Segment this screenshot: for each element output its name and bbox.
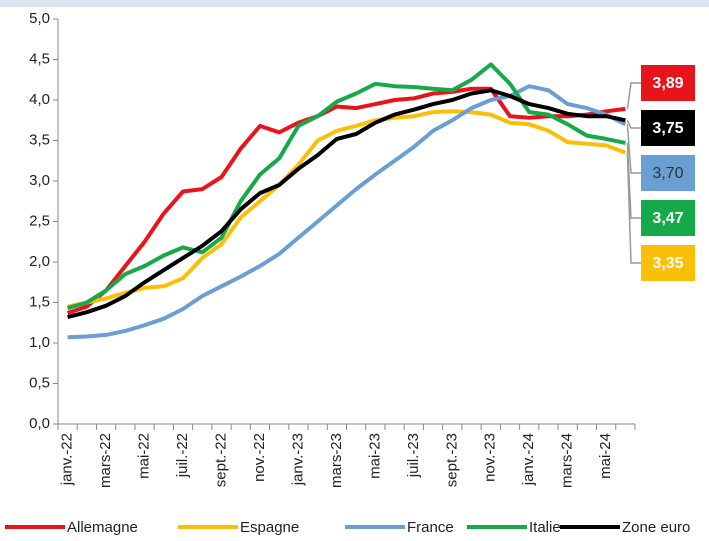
value-label: 3,75 bbox=[652, 120, 683, 137]
value-box bbox=[641, 155, 695, 191]
value-label: 3,89 bbox=[652, 75, 683, 92]
x-tick-label: mars-22 bbox=[97, 433, 114, 488]
legend-label: Italie bbox=[529, 519, 561, 536]
y-tick-label: 4,0 bbox=[29, 91, 50, 108]
y-tick-label: 0,5 bbox=[29, 374, 50, 391]
y-tick-label: 4,5 bbox=[29, 50, 50, 67]
legend-label: Zone euro bbox=[622, 519, 690, 536]
series-line bbox=[67, 62, 626, 311]
top-band bbox=[0, 0, 709, 7]
value-box bbox=[641, 245, 695, 281]
value-label: 3,35 bbox=[652, 255, 683, 272]
y-tick-label: 5,0 bbox=[29, 10, 50, 27]
y-tick-label: 1,5 bbox=[29, 293, 50, 310]
legend-label: Allemagne bbox=[67, 519, 138, 536]
y-tick-label: 1,0 bbox=[29, 334, 50, 351]
series-line bbox=[67, 84, 627, 340]
x-tick-label: juil.-22 bbox=[174, 433, 191, 478]
y-tick-label: 0,0 bbox=[29, 415, 50, 432]
value-box bbox=[641, 110, 695, 146]
x-tick-label: mai-23 bbox=[366, 433, 383, 479]
leader-line bbox=[626, 124, 641, 174]
y-tick-label: 3,0 bbox=[29, 172, 50, 189]
x-tick-label: nov.-23 bbox=[482, 433, 499, 482]
y-tick-label: 2,5 bbox=[29, 212, 50, 229]
x-tick-label: sept.-23 bbox=[443, 433, 460, 487]
x-tick-label: janv.-24 bbox=[520, 433, 537, 486]
value-box bbox=[641, 200, 695, 236]
leader-line bbox=[626, 152, 641, 264]
x-tick-label: mai-22 bbox=[136, 433, 153, 479]
value-label: 3,70 bbox=[652, 165, 683, 182]
x-tick-label: mars-24 bbox=[559, 433, 576, 488]
x-tick-label: janv.-22 bbox=[59, 433, 76, 486]
leader-line bbox=[626, 82, 641, 110]
series-line bbox=[67, 109, 627, 309]
value-label: 3,47 bbox=[652, 210, 683, 227]
legend-label: Espagne bbox=[240, 519, 299, 536]
x-tick-label: mai-24 bbox=[597, 433, 614, 479]
value-box bbox=[641, 65, 695, 101]
y-tick-label: 3,5 bbox=[29, 131, 50, 148]
leader-line bbox=[626, 119, 641, 129]
x-tick-label: sept.-22 bbox=[212, 433, 229, 487]
x-tick-label: janv.-23 bbox=[289, 433, 306, 486]
x-tick-label: juil.-23 bbox=[405, 433, 422, 478]
legend-label: France bbox=[407, 519, 454, 536]
series-line bbox=[66, 86, 626, 315]
y-tick-label: 2,0 bbox=[29, 253, 50, 270]
x-tick-label: nov.-22 bbox=[251, 433, 268, 482]
series-line bbox=[67, 88, 626, 320]
x-tick-label: mars-23 bbox=[328, 433, 345, 488]
